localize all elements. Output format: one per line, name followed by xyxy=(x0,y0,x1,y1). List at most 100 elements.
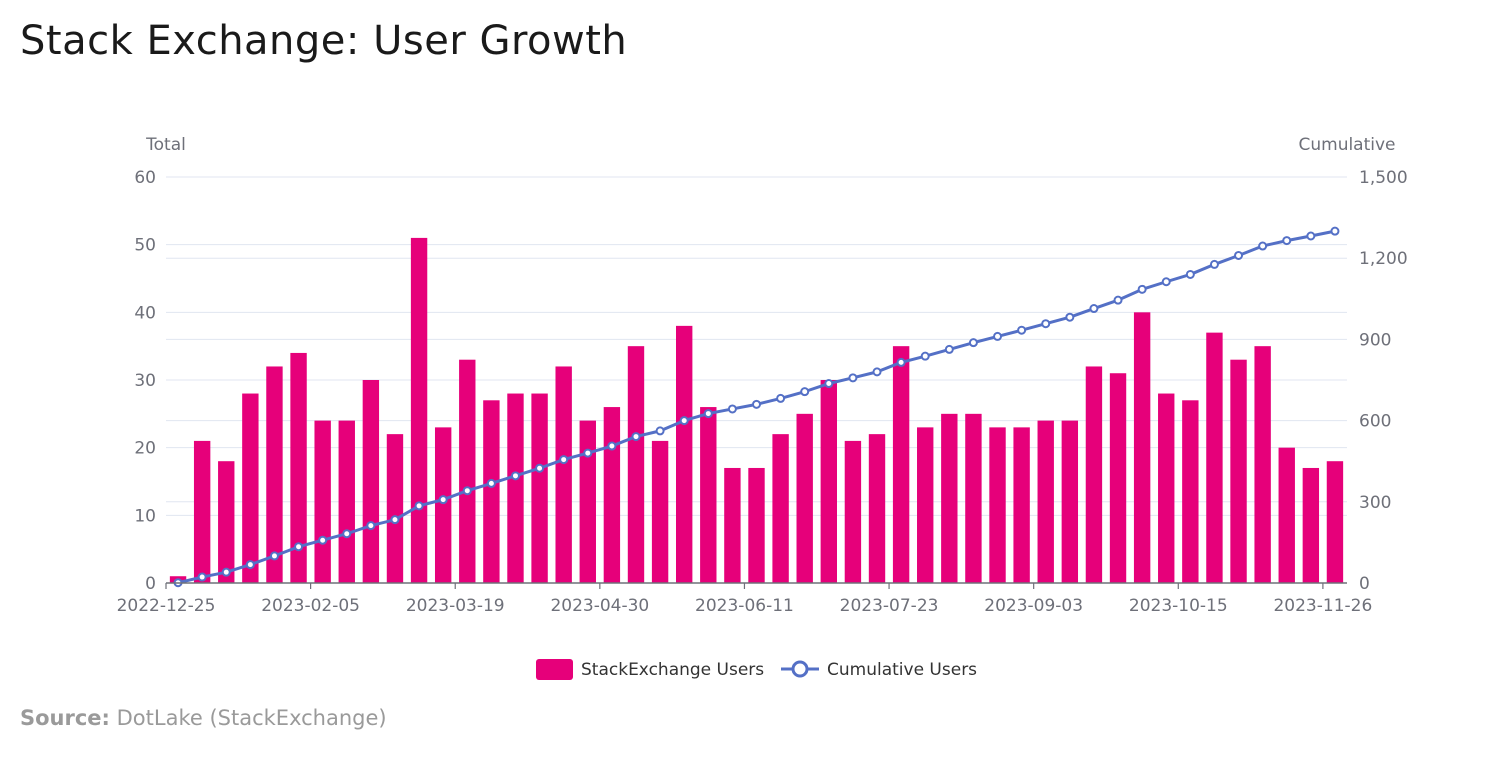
bar[interactable] xyxy=(1085,366,1103,583)
line-point[interactable] xyxy=(583,448,593,458)
bar[interactable] xyxy=(338,420,355,583)
bar[interactable] xyxy=(434,427,452,583)
bar[interactable] xyxy=(410,237,428,583)
bar[interactable] xyxy=(917,427,934,583)
line-point[interactable] xyxy=(438,495,448,505)
line-point[interactable] xyxy=(245,560,255,570)
bar[interactable] xyxy=(603,407,621,583)
legend-line-label[interactable]: Cumulative Users xyxy=(827,660,977,680)
bar[interactable] xyxy=(314,420,331,583)
line-point[interactable] xyxy=(1282,236,1292,246)
bar[interactable] xyxy=(1061,420,1079,583)
line-point[interactable] xyxy=(1258,241,1268,251)
line-point[interactable] xyxy=(535,463,545,473)
line-point[interactable] xyxy=(414,501,424,511)
line-point[interactable] xyxy=(221,567,231,577)
line-point[interactable] xyxy=(197,572,207,582)
line-point[interactable] xyxy=(920,351,930,361)
bar[interactable] xyxy=(1278,447,1295,583)
bar[interactable] xyxy=(1109,373,1127,583)
line-point[interactable] xyxy=(703,409,713,419)
bar[interactable] xyxy=(868,434,886,583)
line-point[interactable] xyxy=(993,331,1003,341)
line-point[interactable] xyxy=(1041,319,1051,329)
line-point[interactable] xyxy=(486,478,496,488)
bar[interactable] xyxy=(1302,467,1320,583)
bar[interactable] xyxy=(1158,393,1175,583)
line-point[interactable] xyxy=(1161,277,1171,287)
line-point[interactable] xyxy=(655,426,665,436)
line-point[interactable] xyxy=(1330,226,1340,236)
line-point[interactable] xyxy=(1113,295,1123,305)
bar[interactable] xyxy=(531,393,548,583)
line-point[interactable] xyxy=(510,471,520,481)
bar[interactable] xyxy=(459,359,476,583)
bar[interactable] xyxy=(579,420,596,583)
bar[interactable] xyxy=(700,407,717,583)
bar[interactable] xyxy=(1326,461,1344,583)
line-point[interactable] xyxy=(294,542,304,552)
bar[interactable] xyxy=(1133,312,1151,583)
line-point[interactable] xyxy=(269,551,279,561)
bar[interactable] xyxy=(193,440,211,583)
bar[interactable] xyxy=(651,440,669,583)
line-point[interactable] xyxy=(679,416,689,426)
line-point[interactable] xyxy=(776,393,786,403)
line-point[interactable] xyxy=(848,373,858,383)
bar[interactable] xyxy=(627,346,645,583)
line-point[interactable] xyxy=(1306,231,1316,241)
line-point[interactable] xyxy=(1185,269,1195,279)
bar[interactable] xyxy=(796,413,813,583)
legend-line-marker[interactable] xyxy=(791,660,809,678)
bar[interactable] xyxy=(362,380,380,583)
line-point[interactable] xyxy=(824,379,834,389)
line-point[interactable] xyxy=(1209,259,1219,269)
bar[interactable] xyxy=(1013,427,1030,583)
line-point[interactable] xyxy=(607,441,617,451)
bar[interactable] xyxy=(555,366,572,583)
line-point[interactable] xyxy=(944,344,954,354)
bar[interactable] xyxy=(965,413,982,583)
bar[interactable] xyxy=(1254,346,1271,583)
line-point[interactable] xyxy=(1017,325,1027,335)
line-point[interactable] xyxy=(800,387,810,397)
line-point[interactable] xyxy=(727,404,737,414)
bar[interactable] xyxy=(290,352,307,583)
line-point[interactable] xyxy=(559,455,569,465)
line-point[interactable] xyxy=(390,515,400,525)
bar[interactable] xyxy=(218,461,235,583)
bar[interactable] xyxy=(242,393,259,583)
line-point[interactable] xyxy=(872,367,882,377)
bar[interactable] xyxy=(844,440,862,583)
line-point[interactable] xyxy=(968,338,978,348)
line-point[interactable] xyxy=(366,521,376,531)
line-point[interactable] xyxy=(1065,312,1075,322)
line-point[interactable] xyxy=(896,357,906,367)
bar[interactable] xyxy=(386,434,404,583)
bar[interactable] xyxy=(724,467,741,583)
line-point[interactable] xyxy=(1234,250,1244,260)
bar[interactable] xyxy=(748,467,765,583)
line-point[interactable] xyxy=(1137,284,1147,294)
bar[interactable] xyxy=(941,413,958,583)
bar[interactable] xyxy=(1206,332,1223,583)
line-point[interactable] xyxy=(318,535,328,545)
bar[interactable] xyxy=(820,380,838,583)
bar[interactable] xyxy=(483,400,500,583)
legend-bar-label[interactable]: StackExchange Users xyxy=(581,660,764,680)
bar[interactable] xyxy=(1037,420,1054,583)
line-point[interactable] xyxy=(462,486,472,496)
bar[interactable] xyxy=(1230,359,1247,583)
line-point[interactable] xyxy=(631,432,641,442)
bar[interactable] xyxy=(989,427,1006,583)
bar[interactable] xyxy=(892,346,910,583)
line-point[interactable] xyxy=(752,399,761,409)
bar[interactable] xyxy=(772,434,789,583)
bar[interactable] xyxy=(266,366,283,583)
bar[interactable] xyxy=(507,393,524,583)
legend-bar-swatch[interactable] xyxy=(536,659,573,680)
bar[interactable] xyxy=(1182,400,1199,583)
bar[interactable] xyxy=(675,325,693,583)
line-point[interactable] xyxy=(342,529,352,539)
line-point[interactable] xyxy=(1089,304,1099,314)
